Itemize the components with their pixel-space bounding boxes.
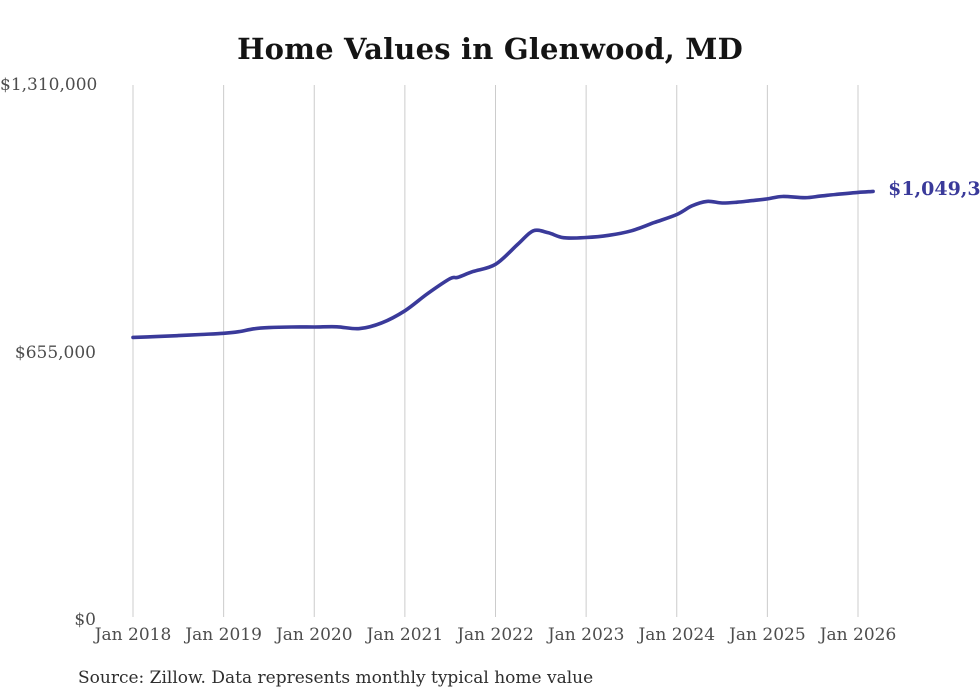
latest-value-label: $1,049,371 — [888, 178, 980, 201]
x-axis-tick-label: Jan 2018 — [94, 625, 172, 645]
x-axis-tick-label: Jan 2021 — [366, 625, 444, 645]
year-gridlines — [132, 85, 859, 617]
source-note: Source: Zillow. Data represents monthly … — [78, 668, 594, 688]
y-axis-tick-label: $0 — [74, 610, 96, 630]
y-axis-tick-label: $1,310,000 — [0, 75, 98, 95]
y-axis-tick-label: $655,000 — [14, 342, 96, 363]
x-axis-tick-label: Jan 2022 — [457, 625, 534, 645]
x-axis-tick-label: Jan 2019 — [185, 625, 262, 645]
home-value-line — [131, 189, 875, 340]
x-axis-tick-label: Jan 2020 — [275, 625, 353, 645]
x-axis-tick-label: Jan 2024 — [638, 625, 716, 645]
chart-title: Home Values in Glenwood, MD — [237, 32, 743, 66]
x-axis-tick-label: Jan 2026 — [819, 625, 897, 645]
x-axis-tick-label: Jan 2025 — [729, 625, 806, 645]
x-axis-tick-label: Jan 2023 — [547, 625, 625, 645]
